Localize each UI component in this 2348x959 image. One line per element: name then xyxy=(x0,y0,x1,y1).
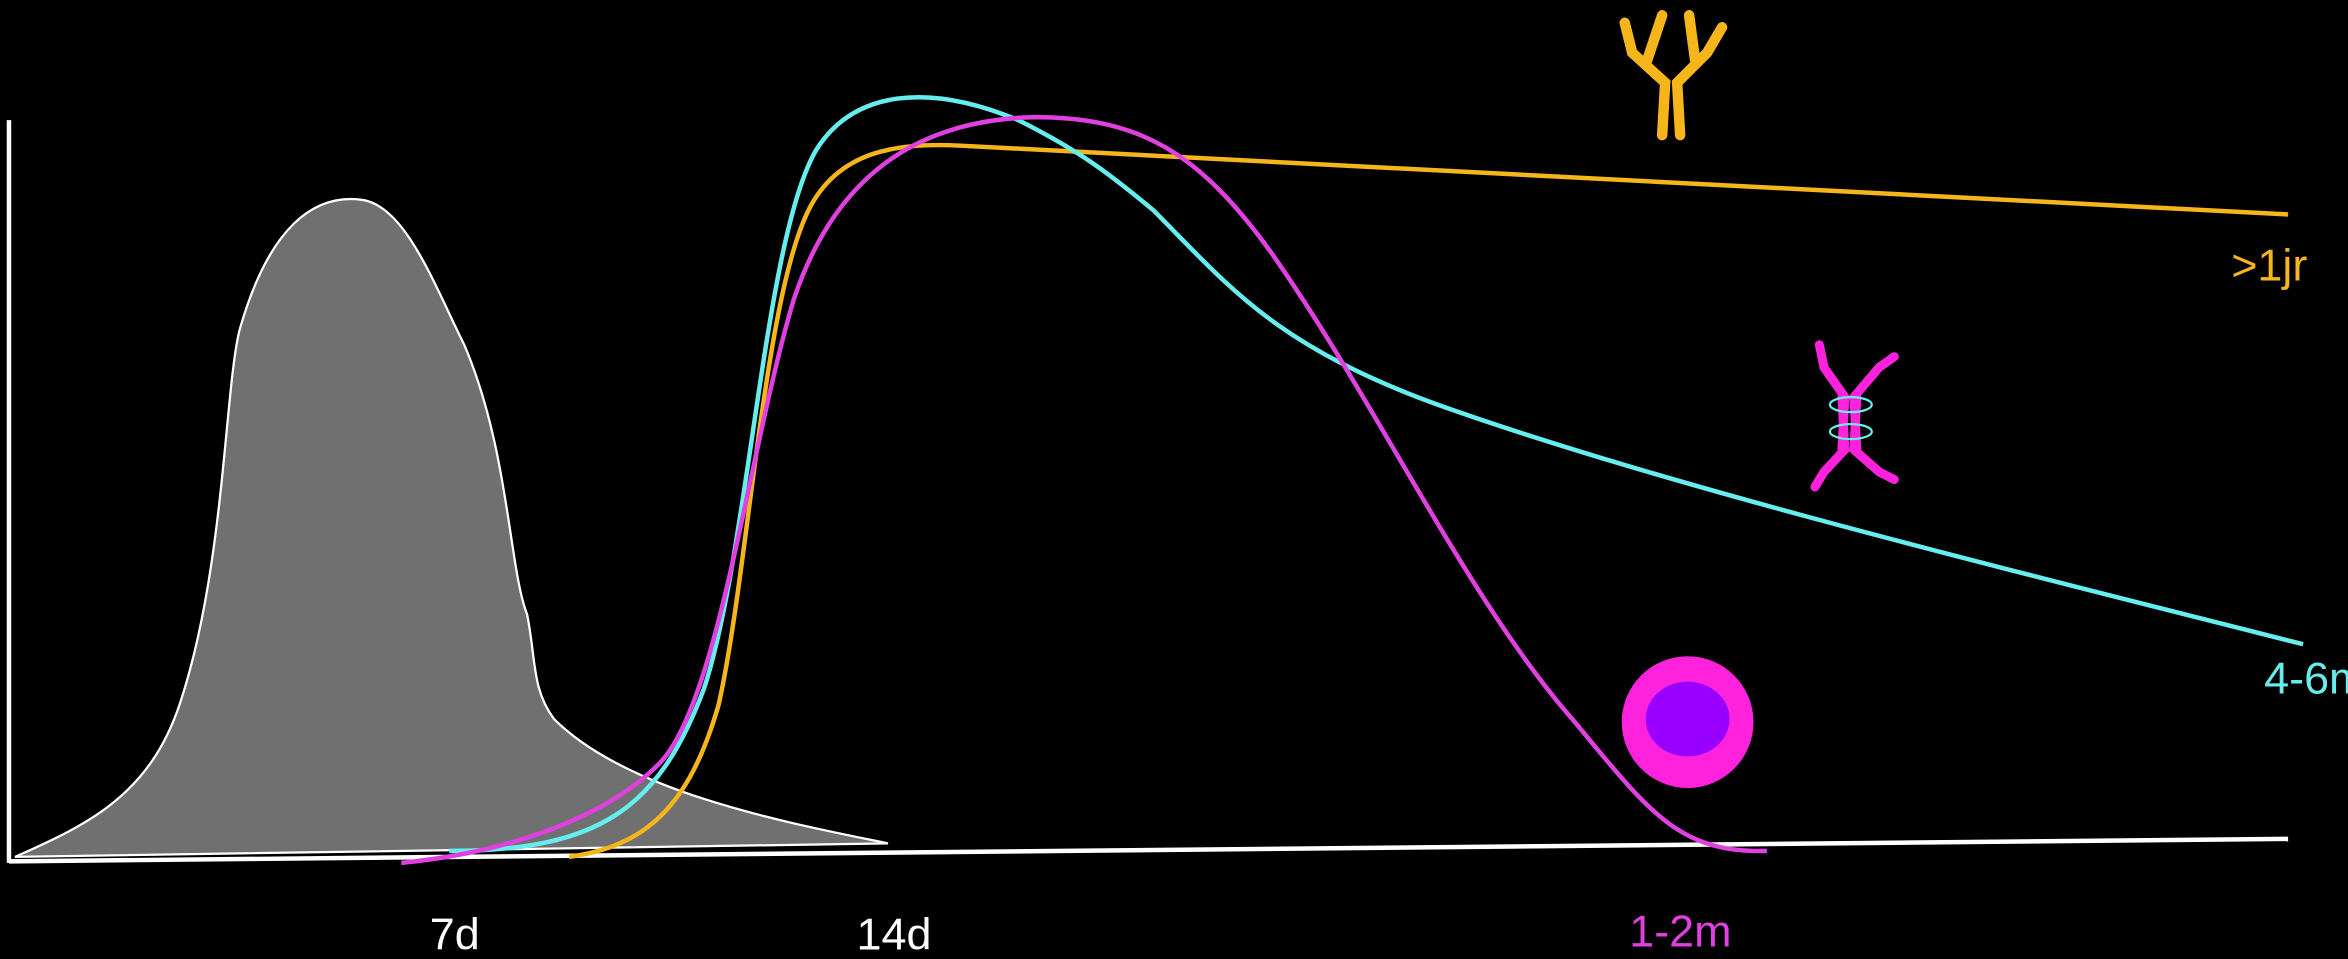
antibody-icon xyxy=(1619,10,1728,141)
early-response-area xyxy=(14,197,889,858)
curve-label: >1jr xyxy=(2231,239,2307,290)
x-axis xyxy=(8,836,2289,864)
cell-nucleus xyxy=(1645,681,1730,757)
cyan-curve xyxy=(449,95,2304,854)
curve-label: 4-6m xyxy=(2264,653,2348,704)
dimer-link xyxy=(1828,396,1873,441)
time-label: 1-2m xyxy=(1629,906,1731,957)
magenta-curve xyxy=(401,114,1768,866)
time-label: 14d xyxy=(857,909,932,959)
time-label: 7d xyxy=(430,909,480,959)
